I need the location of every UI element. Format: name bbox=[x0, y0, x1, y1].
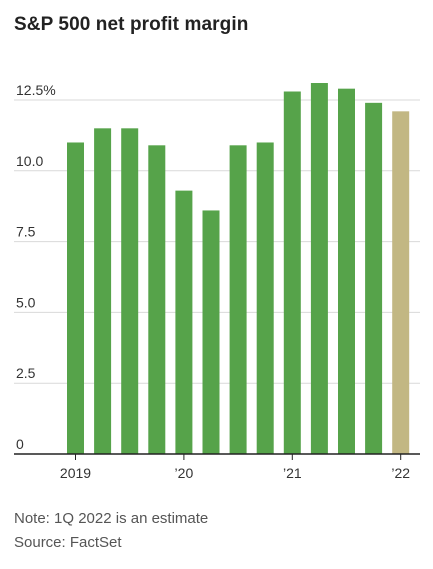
bar bbox=[94, 128, 112, 454]
bar-chart: 0 2.5 5.0 7.5 10.0 12.5% 2019 ’20 ’21 ’22 bbox=[14, 82, 420, 481]
bar bbox=[283, 91, 301, 454]
x-tick-label: 2019 bbox=[60, 465, 91, 481]
y-tick-label: 2.5 bbox=[16, 365, 36, 381]
y-tick-label: 10.0 bbox=[16, 153, 43, 169]
bar bbox=[121, 128, 139, 454]
bar bbox=[229, 145, 247, 454]
y-axis-labels: 0 2.5 5.0 7.5 10.0 12.5% bbox=[16, 82, 56, 452]
chart-title: S&P 500 net profit margin bbox=[14, 14, 249, 35]
y-tick-label: 12.5% bbox=[16, 82, 56, 98]
bar-estimate bbox=[392, 111, 410, 454]
x-axis: 2019 ’20 ’21 ’22 bbox=[14, 453, 420, 481]
source-note: Source: FactSet bbox=[14, 534, 122, 551]
bar bbox=[67, 142, 84, 455]
bar bbox=[175, 190, 193, 454]
bar bbox=[365, 102, 383, 454]
x-tick-label: ’22 bbox=[391, 465, 410, 481]
y-tick-label: 0 bbox=[16, 436, 24, 452]
bar bbox=[202, 210, 220, 454]
x-tick-label: ’20 bbox=[175, 465, 194, 481]
y-tick-label: 7.5 bbox=[16, 224, 36, 240]
bar bbox=[310, 83, 328, 455]
bar bbox=[256, 142, 274, 455]
x-tick-label: ’21 bbox=[283, 465, 302, 481]
estimate-note: Note: 1Q 2022 is an estimate bbox=[14, 510, 209, 527]
bars bbox=[67, 83, 410, 455]
y-tick-label: 5.0 bbox=[16, 294, 36, 310]
bar bbox=[148, 145, 166, 454]
bar bbox=[338, 88, 355, 454]
